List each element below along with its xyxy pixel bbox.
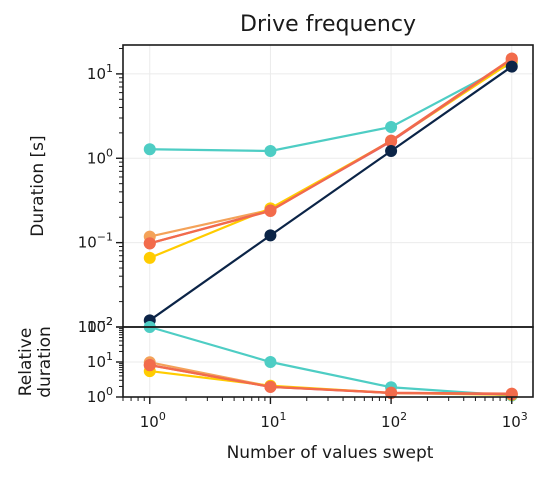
bottom-y-tick-label-2-base: 10 xyxy=(87,318,106,336)
x-tick-label-0-exp: 0 xyxy=(159,410,166,423)
top-series-0-point-1 xyxy=(264,144,277,157)
bottom-series-4-point-1 xyxy=(264,380,277,393)
x-tick-label-3: 103 xyxy=(502,410,528,431)
bottom-series-4-line xyxy=(149,364,512,395)
bottom-y-tick-label-2: 102 xyxy=(87,315,113,336)
top-y-axis-label: Duration [s] xyxy=(28,135,48,236)
x-tick-label-2-base: 10 xyxy=(381,413,400,431)
top-series-5-point-3 xyxy=(505,60,518,73)
top-series-4-point-1 xyxy=(264,205,277,218)
top-y-tick-label-3: 101 xyxy=(87,62,113,83)
top-series-0-point-0 xyxy=(143,143,156,156)
x-tick-label-0: 100 xyxy=(140,410,166,431)
top-y-tick-label-2-base: 10 xyxy=(87,149,106,167)
bottom-y-tick-label-2-exp: 2 xyxy=(106,315,113,328)
top-y-tick-label-1: 10−1 xyxy=(78,231,113,252)
top-series-0-line xyxy=(149,61,513,153)
top-series-5-point-1 xyxy=(264,229,277,242)
top-series-5-point-2 xyxy=(385,144,398,157)
top-y-tick-label-0: 10−2 xyxy=(78,315,113,336)
bottom-y-tick-label-1-exp: 1 xyxy=(106,350,113,363)
top-y-tick-label-2-exp: 0 xyxy=(106,146,113,159)
top-y-tick-label-0-exp: −2 xyxy=(97,315,113,328)
x-tick-label-2-exp: 2 xyxy=(400,410,407,423)
top-series-0-point-2 xyxy=(385,120,398,133)
bottom-y-tick-label-0-base: 10 xyxy=(87,388,106,406)
bottom-series-group xyxy=(143,321,518,402)
bottom-y-tick-label-0: 100 xyxy=(87,385,113,406)
bottom-series-4-point-0 xyxy=(143,359,156,372)
top-series-1-line xyxy=(149,59,513,238)
x-tick-label-3-exp: 3 xyxy=(521,410,528,423)
top-series-group xyxy=(143,52,518,327)
x-tick-label-2: 102 xyxy=(381,410,407,431)
top-y-tick-label-1-base: 10 xyxy=(78,234,97,252)
bottom-y-tick-label-1: 101 xyxy=(87,350,113,371)
bottom-series-0-line xyxy=(149,325,512,397)
top-y-tick-label-1-exp: −1 xyxy=(97,231,113,244)
bottom-y-axis-label-line-1: Relative xyxy=(16,328,36,397)
bottom-series-0-point-1 xyxy=(264,356,277,368)
x-tick-label-1-exp: 1 xyxy=(279,410,286,423)
top-series-3-line xyxy=(149,58,513,245)
top-y-tick-label-2: 100 xyxy=(87,146,113,167)
top-series-4-point-2 xyxy=(385,134,398,147)
x-axis-label: Number of values swept xyxy=(227,443,434,463)
bottom-y-axis-label-line-2: duration xyxy=(35,326,55,398)
bottom-y-tick-label-0-exp: 0 xyxy=(106,385,113,398)
x-tick-label-0-base: 10 xyxy=(140,413,159,431)
x-ticks: 100 101 102 103 xyxy=(122,397,528,431)
x-tick-label-1: 101 xyxy=(260,410,286,431)
chart-title: Drive frequency xyxy=(240,12,416,37)
bottom-series-4-point-2 xyxy=(385,386,398,399)
top-series-5-line xyxy=(149,65,513,322)
top-y-tick-label-0-base: 10 xyxy=(78,318,97,336)
top-y-tick-label-3-exp: 1 xyxy=(106,62,113,75)
x-tick-label-3-base: 10 xyxy=(502,413,521,431)
top-series-4-point-0 xyxy=(143,237,156,250)
x-tick-label-1-base: 10 xyxy=(260,413,279,431)
top-series-2-point-0 xyxy=(143,251,156,264)
bottom-y-tick-label-1-base: 10 xyxy=(87,353,106,371)
top-series-4-line xyxy=(149,57,513,245)
top-y-tick-label-3-base: 10 xyxy=(87,65,106,83)
